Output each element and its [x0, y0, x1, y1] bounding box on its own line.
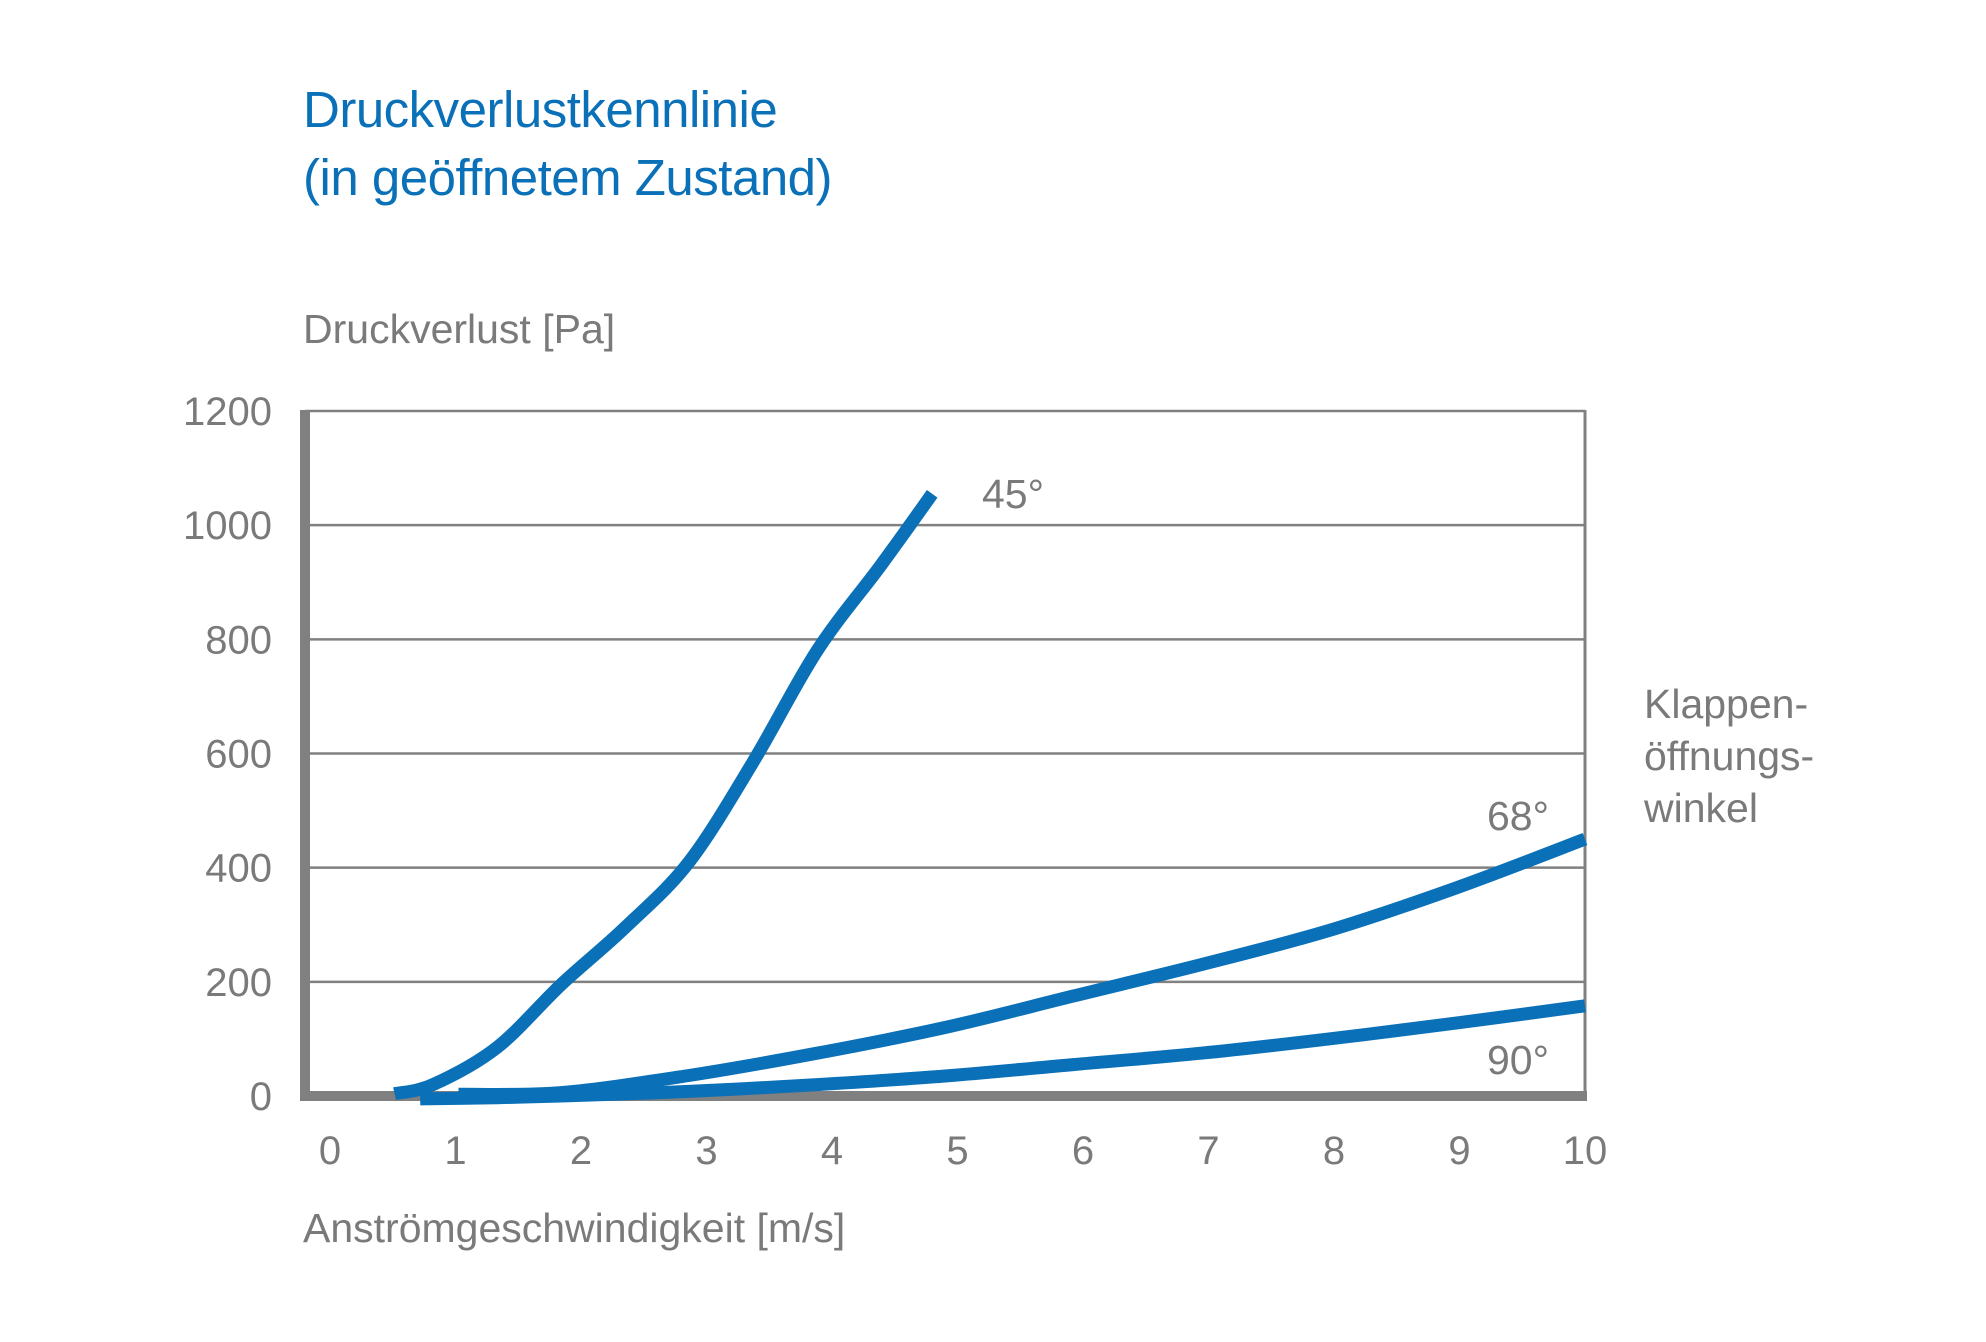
y-tick-label-0: 0 [250, 1075, 272, 1119]
axes [300, 410, 1587, 1101]
series-label-68: 68° [1487, 793, 1549, 839]
grid-lines [305, 409, 1585, 984]
legend-title-line-1: Klappen- [1644, 681, 1808, 727]
x-tick-label-3: 3 [695, 1129, 717, 1173]
chart-title-line-1: Druckverlustkennlinie [303, 81, 778, 138]
x-tick-label-8: 8 [1323, 1129, 1345, 1173]
series-label-90: 90° [1487, 1037, 1549, 1083]
x-tick-label-5: 5 [946, 1129, 968, 1173]
y-tick-label-600: 600 [205, 733, 272, 777]
x-tick-label-0: 0 [319, 1129, 341, 1173]
y-tick-labels: 0 200 400 600 800 1000 1200 [183, 390, 272, 1119]
legend-title-line-3: winkel [1643, 785, 1758, 831]
x-axis-title: Anströmgeschwindigkeit [m/s] [303, 1205, 845, 1251]
x-tick-label-10: 10 [1563, 1129, 1608, 1173]
x-tick-label-4: 4 [821, 1129, 843, 1173]
series-line-90deg [420, 999, 1586, 1106]
x-tick-label-6: 6 [1072, 1129, 1094, 1173]
x-tick-label-1: 1 [444, 1129, 466, 1173]
y-tick-label-1200: 1200 [183, 390, 272, 434]
y-axis-title: Druckverlust [Pa] [303, 306, 615, 352]
series-lines [393, 490, 1588, 1106]
x-tick-labels: 0 1 2 3 4 5 6 7 8 9 10 [319, 1129, 1607, 1173]
y-tick-label-800: 800 [205, 618, 272, 662]
y-tick-label-400: 400 [205, 847, 272, 891]
chart-title-line-2: (in geöffnetem Zustand) [303, 149, 833, 206]
x-tick-label-2: 2 [570, 1129, 592, 1173]
legend-title-line-2: öffnungs- [1644, 733, 1814, 779]
chart-title: Druckverlustkennlinie (in geöffnetem Zus… [303, 76, 833, 212]
x-tick-label-7: 7 [1197, 1129, 1219, 1173]
x-tick-label-9: 9 [1448, 1129, 1470, 1173]
y-tick-label-1000: 1000 [183, 504, 272, 548]
series-label-45: 45° [982, 471, 1044, 517]
series-line-68deg [458, 833, 1588, 1101]
y-tick-label-200: 200 [205, 961, 272, 1005]
series-line-45deg [393, 490, 938, 1101]
